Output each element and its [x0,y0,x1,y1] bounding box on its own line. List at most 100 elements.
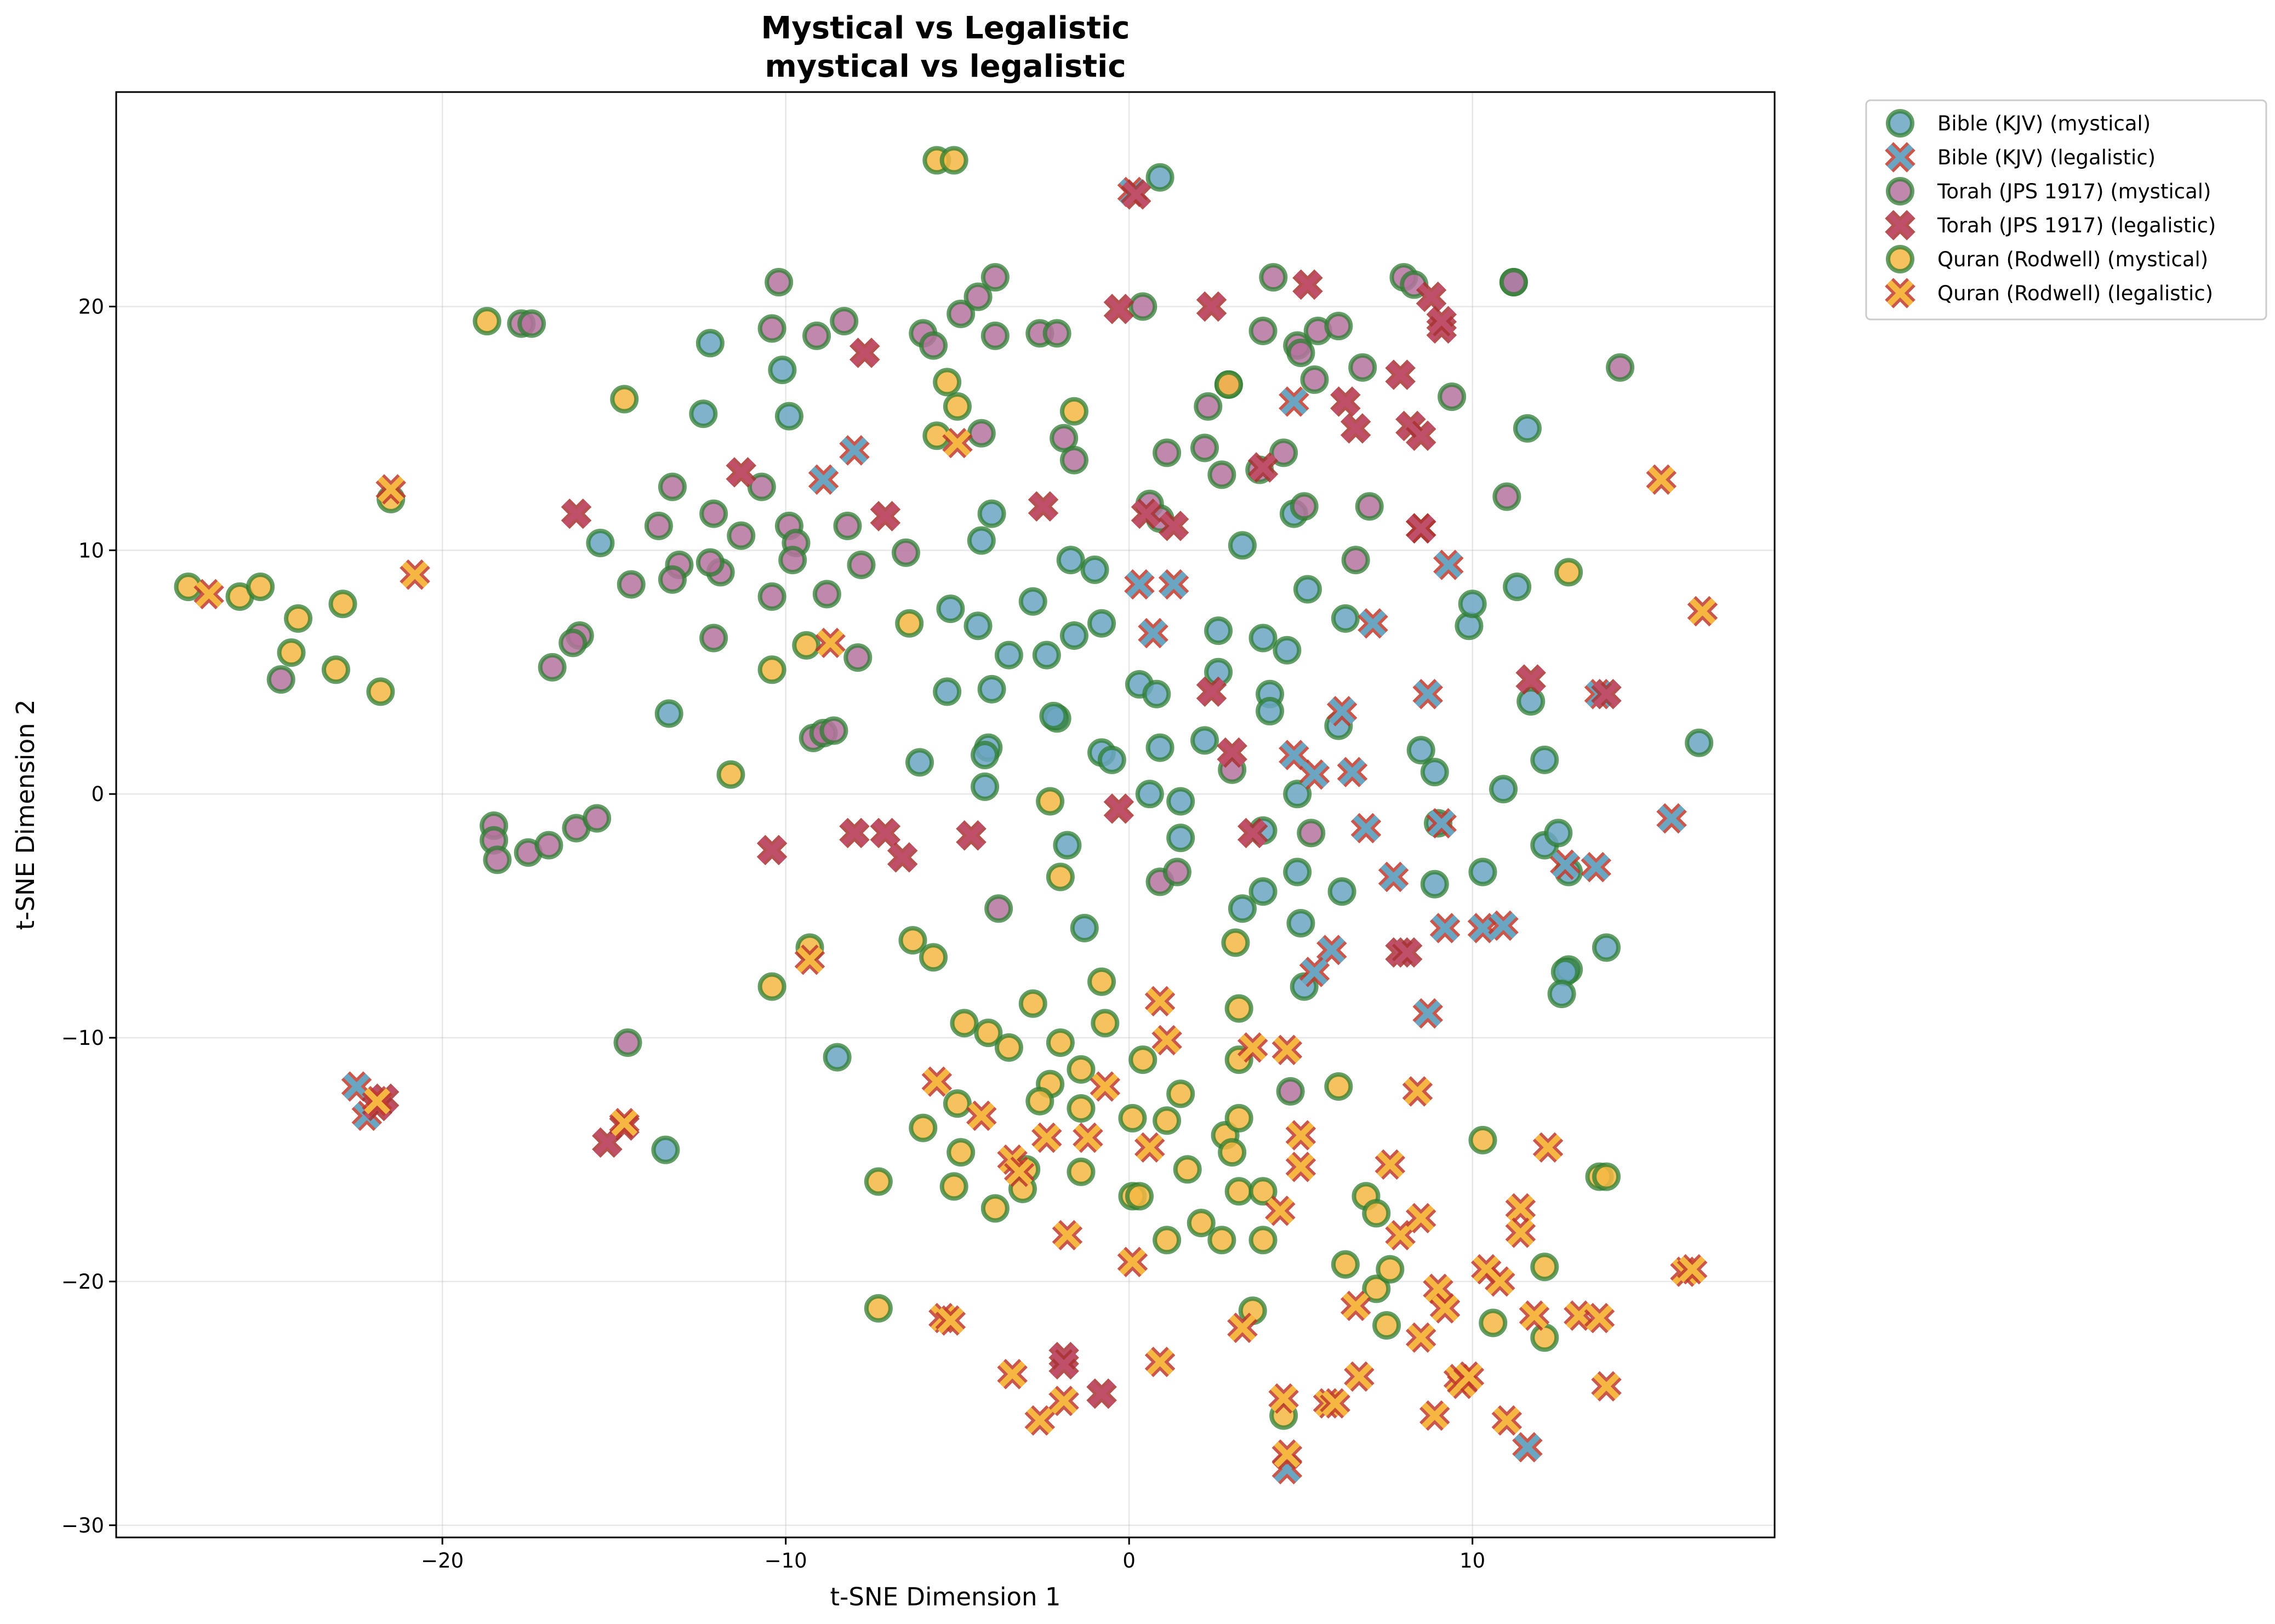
data-point [1128,292,1158,321]
data-point [193,579,224,610]
data-point [1039,701,1068,730]
data-point [583,804,612,833]
data-point [1190,726,1219,755]
data-point-fill [1394,939,1421,966]
data-point-fill [1507,1195,1534,1222]
data-point-fill [841,820,868,847]
data-point [1145,733,1174,762]
data-point [864,1294,893,1323]
data-point [933,368,962,397]
data-point [613,1028,642,1057]
data-point [1018,989,1047,1018]
data-point [1344,1361,1375,1392]
data-point [839,435,870,466]
data-point [994,1033,1023,1062]
y-tick-label: −10 [61,1026,104,1050]
data-point [1554,558,1583,587]
data-point [977,674,1006,704]
data-point [1429,913,1461,943]
data-point [774,402,803,431]
legend-marker [1885,142,1915,173]
data-point [1606,353,1635,382]
data-point-fill [1270,1385,1297,1412]
data-point [658,472,687,501]
x-tick-label: −20 [421,1549,464,1572]
data-point [1003,1156,1035,1187]
data-point [1491,1405,1523,1436]
data-point-fill [1407,515,1434,542]
y-tick-label: 10 [78,539,104,562]
data-point [1340,1290,1371,1322]
data-point-fill [872,503,899,529]
data-point [1426,306,1457,336]
data-point-fill [1318,937,1345,963]
data-point [1087,967,1116,996]
data-point-fill [1105,795,1132,822]
data-point [1224,1177,1253,1206]
data-point [1097,745,1126,774]
data-point [1350,813,1382,844]
data-point-fill [1332,388,1359,415]
x-tick-label: 10 [1459,1549,1485,1572]
data-point [1547,979,1576,1008]
data-point [1375,1149,1406,1180]
data-point [1300,365,1329,394]
data-point [849,338,880,368]
data-point [1656,803,1687,834]
data-point [1324,1072,1353,1101]
data-point-fill [796,946,823,973]
data-point [943,1089,972,1118]
data-point [1677,1254,1708,1285]
data-point [1204,616,1233,645]
data-point [321,655,350,684]
data-point [1499,267,1528,296]
data-point [1194,392,1223,421]
data-point-fill [1239,1034,1266,1061]
data-point [1544,819,1573,848]
data-point [1646,464,1677,495]
data-point [1048,1386,1079,1416]
data-point [1125,1182,1154,1211]
data-point-fill [1154,1027,1180,1054]
y-tick-label: −30 [61,1514,104,1537]
data-point [586,528,615,557]
data-point [1144,1346,1176,1377]
data-point [1276,1077,1305,1106]
y-tick-label: −20 [61,1270,104,1294]
data-point [963,611,993,641]
data-point-fill [1274,1037,1301,1063]
data-point [1059,621,1088,650]
data-point [939,146,968,175]
legend-label: Bible (KJV) (mystical) [1937,112,2151,135]
data-point [1247,452,1279,483]
data-point [246,573,275,602]
data-point-fill [402,561,428,588]
data-point [1218,1138,1247,1167]
data-point [905,748,934,777]
data-point [328,590,357,619]
data-point [284,604,313,633]
data-point [1330,386,1361,417]
data-point-fill [1507,1220,1534,1246]
data-point [1138,617,1168,649]
data-point [1120,179,1151,210]
data-point [1406,736,1435,765]
data-point [1237,1032,1268,1063]
data-point-fill [1648,466,1675,493]
data-point [1341,546,1370,575]
data-point [1166,824,1195,853]
data-point [1153,1226,1182,1255]
data-point-fill [1342,415,1369,442]
data-point [1532,1132,1564,1163]
data-point [1283,780,1312,809]
data-point [966,1100,997,1131]
legend-marker [1885,210,1915,241]
data-point-fill [1658,805,1685,832]
legend-box [1865,99,2267,321]
data-point-fill [1027,1407,1053,1434]
data-point [1248,624,1278,653]
data-point-fill [851,340,878,366]
data-point [1103,294,1134,324]
data-point-fill [1486,1268,1513,1295]
data-point [1272,1439,1303,1470]
